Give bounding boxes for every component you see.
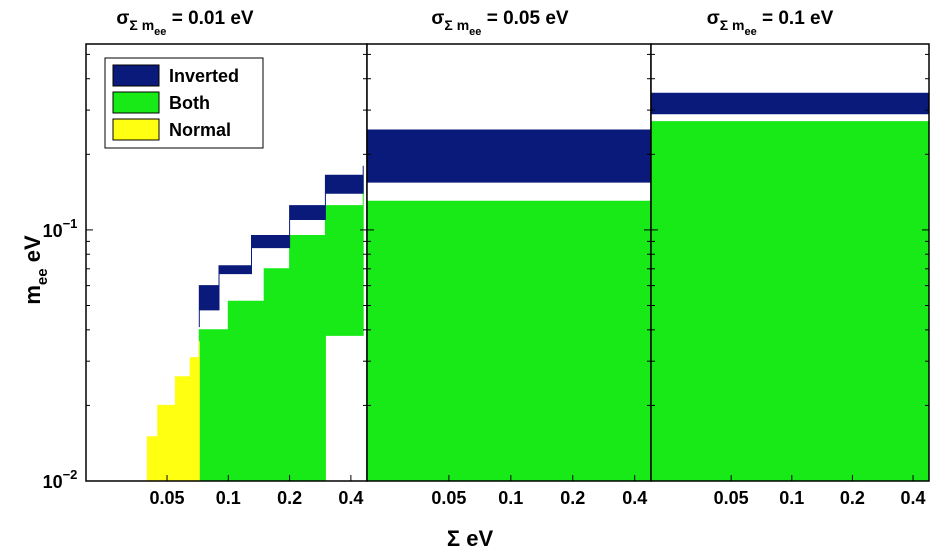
panel-title-1: σΣ mee = 0.01 eV <box>116 8 253 38</box>
title-sub-symbol-1: Σ <box>129 17 137 33</box>
region-inverted <box>367 121 651 202</box>
xlabel-symbol: Σ <box>447 526 460 551</box>
svg-text:σΣ mee = 0.01 eV: σΣ mee = 0.01 eV <box>116 8 253 38</box>
panel-title-3: σΣ mee = 0.1 eV <box>707 8 834 38</box>
svg-text:mee eV: mee eV <box>20 235 51 305</box>
legend-swatch-inverted <box>112 64 160 87</box>
x-tick-label: 0.05 <box>431 488 466 508</box>
region-both <box>367 130 651 481</box>
xlabel-unit: eV <box>466 526 493 551</box>
legend: Inverted Both Normal <box>104 57 264 149</box>
x-tick-label: 0.1 <box>779 488 804 508</box>
plot-area <box>367 44 651 481</box>
title-subsub-3: ee <box>744 26 756 38</box>
title-subsub-2: ee <box>469 26 481 38</box>
panel-title-2: σΣ mee = 0.05 eV <box>431 8 568 38</box>
legend-swatch-both <box>112 91 160 114</box>
x-tick-label: 0.2 <box>840 488 865 508</box>
title-subsub-1: ee <box>154 26 166 38</box>
title-value-1: = 0.01 eV <box>172 8 254 29</box>
title-value-3: = 0.1 eV <box>762 8 834 29</box>
panel-frame <box>650 43 930 482</box>
region-both <box>651 93 929 481</box>
title-sub-symbol-2: Σ <box>444 17 452 33</box>
x-tick-label: 0.4 <box>622 488 647 508</box>
title-sigma-2: σ <box>431 8 444 29</box>
svg-text:Σ eV: Σ eV <box>447 526 494 551</box>
region-inverted <box>651 87 929 122</box>
y-axis-label: mee eV <box>20 235 51 305</box>
region-normal <box>146 341 200 481</box>
x-axis-label: Σ eV <box>447 526 494 551</box>
title-sub-text-3: m <box>732 17 744 33</box>
ylabel-sub: ee <box>34 268 51 285</box>
ylabel-main: m <box>20 285 45 305</box>
x-tick-label: 0.05 <box>149 488 184 508</box>
title-sub-symbol-3: Σ <box>720 17 728 33</box>
title-value-2: = 0.05 eV <box>487 8 569 29</box>
panel-sigma-0.1: 0.05 0.1 0.2 0.4 <box>650 43 930 508</box>
region-inverted <box>198 165 364 328</box>
x-tick-label: 0.2 <box>277 488 302 508</box>
svg-text:σΣ mee = 0.05 eV: σΣ mee = 0.05 eV <box>431 8 568 38</box>
y-tick-label: 10−2 <box>43 467 78 492</box>
x-tick-label: 0.4 <box>338 488 363 508</box>
y-tick-label: 10−1 <box>43 216 78 241</box>
x-tick-label: 0.1 <box>216 488 241 508</box>
legend-label-both: Both <box>169 93 210 113</box>
svg-text:σΣ mee = 0.1 eV: σΣ mee = 0.1 eV <box>707 8 834 38</box>
x-tick-label: 0.2 <box>560 488 585 508</box>
legend-label-normal: Normal <box>169 120 231 140</box>
title-sub-text-1: m <box>142 17 154 33</box>
x-tick-label: 0.05 <box>714 488 749 508</box>
title-sigma-1: σ <box>116 8 129 29</box>
x-tick-label: 0.1 <box>498 488 523 508</box>
region-both <box>198 175 364 481</box>
legend-swatch-normal <box>112 118 160 141</box>
plot-area <box>651 44 929 481</box>
x-tick-label: 0.4 <box>901 488 926 508</box>
legend-label-inverted: Inverted <box>169 66 239 86</box>
title-sub-text-2: m <box>457 17 469 33</box>
ylabel-unit: eV <box>20 235 45 262</box>
y-axis: 10−2 10−1 <box>43 216 78 492</box>
panel-sigma-0.05: 0.05 0.1 0.2 0.4 <box>366 43 652 508</box>
title-sigma-3: σ <box>707 8 720 29</box>
